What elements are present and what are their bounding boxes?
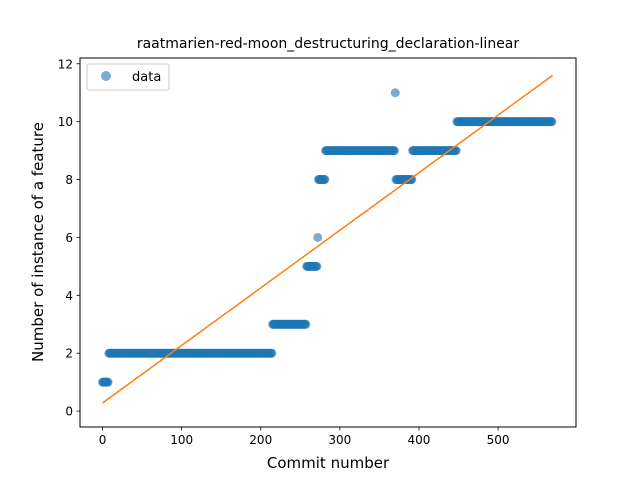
x-tick-label: 500 [487,433,510,447]
y-tick-label: 0 [65,405,73,419]
chart-title: raatmarien-red-moon_destructuring_declar… [137,36,520,52]
x-tick-label: 200 [249,433,272,447]
legend-marker-data [101,71,111,81]
data-point [301,319,311,329]
legend-frame [86,63,170,91]
y-tick-label: 8 [65,173,73,187]
axes: 0 100 200 300 400 500 0 2 4 6 8 10 12 [58,57,577,447]
y-tick-label: 10 [58,115,73,129]
x-tick-label: 0 [99,433,107,447]
plot-inner [98,74,557,404]
data-point [267,348,277,358]
x-tick-label: 100 [170,433,193,447]
y-tick-label: 6 [65,231,73,245]
y-tick-label: 4 [65,289,73,303]
fit-line [102,74,554,404]
x-axis-label: Commit number [267,454,390,472]
data-point [103,377,113,387]
data-point [320,175,330,185]
axes-frame [79,57,577,428]
plot-area [98,74,557,404]
x-tick-label: 300 [328,433,351,447]
data-point [407,175,417,185]
data-point [390,88,400,98]
data-point [389,146,399,156]
y-tick-label: 12 [58,57,73,71]
data-point [547,117,557,127]
y-tick-label: 2 [65,347,73,361]
data-point [313,232,323,242]
data-point [451,146,461,156]
legend: data [86,63,170,91]
data-point [312,261,322,271]
legend-label-data: data [132,70,161,85]
x-tick-label: 400 [408,433,431,447]
y-axis-label: Number of instance of a feature [29,122,47,362]
